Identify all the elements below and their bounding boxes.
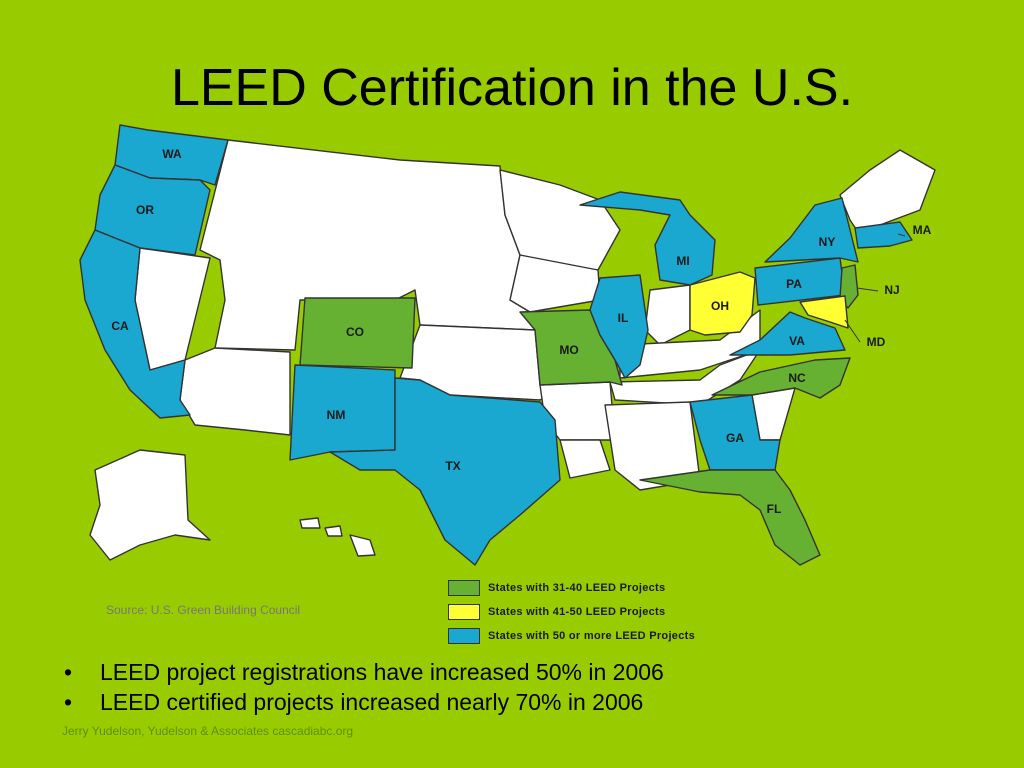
state-nc xyxy=(711,357,851,399)
label-va: VA xyxy=(789,334,805,348)
label-wa: WA xyxy=(162,147,182,161)
label-co: CO xyxy=(346,325,364,339)
legend-label: States with 31-40 LEED Projects xyxy=(488,582,666,594)
label-nc: NC xyxy=(788,371,806,385)
state-ca xyxy=(79,229,191,419)
label-ca: CA xyxy=(111,319,129,333)
state-md xyxy=(799,295,849,329)
bullet-text: LEED project registrations have increase… xyxy=(100,658,664,685)
legend-label: States with 41-50 LEED Projects xyxy=(488,606,666,618)
state-labels: WA OR CA CO NM TX MO IL MI OH PA NY MA N… xyxy=(111,147,931,516)
legend: States with 31-40 LEED Projects States w… xyxy=(448,576,695,648)
state-va xyxy=(729,311,846,356)
bullet-marker: • xyxy=(64,658,73,685)
legend-swatch-41-50 xyxy=(448,604,480,620)
state-oh xyxy=(689,271,756,336)
label-oh: OH xyxy=(711,299,729,313)
bullet-text: LEED certified projects increased nearly… xyxy=(100,688,644,715)
label-mo: MO xyxy=(559,343,578,357)
state-fl xyxy=(639,469,821,566)
label-md: MD xyxy=(867,335,886,349)
label-or: OR xyxy=(136,203,154,217)
other-states xyxy=(134,139,936,491)
label-fl: FL xyxy=(767,502,782,516)
state-ny xyxy=(764,197,859,263)
state-ma xyxy=(854,221,913,249)
us-map: WA OR CA CO NM TX MO IL MI OH PA NY MA N… xyxy=(79,124,936,566)
label-leader-lines xyxy=(844,233,906,343)
label-mi: MI xyxy=(676,254,689,268)
source-note: Source: U.S. Green Building Council xyxy=(106,603,301,617)
label-il: IL xyxy=(618,311,629,325)
state-il xyxy=(589,274,649,379)
slide-title: LEED Certification in the U.S. xyxy=(170,59,854,117)
state-co xyxy=(299,297,416,369)
bullet-marker: • xyxy=(64,688,73,715)
bullet-list: • LEED project registrations have increa… xyxy=(64,657,664,717)
state-tx xyxy=(329,377,561,566)
state-ak xyxy=(89,449,211,561)
label-nm: NM xyxy=(327,408,346,422)
legend-swatch-50-plus xyxy=(448,628,480,644)
state-or xyxy=(94,164,211,256)
legend-swatch-31-40 xyxy=(448,580,480,596)
bullet-item: • LEED project registrations have increa… xyxy=(64,657,664,687)
state-mi xyxy=(579,191,716,286)
footer-credit: Jerry Yudelson, Yudelson & Associates ca… xyxy=(62,724,354,738)
label-nj: NJ xyxy=(884,283,899,297)
label-ny: NY xyxy=(819,235,836,249)
label-ga: GA xyxy=(726,431,744,445)
label-pa: PA xyxy=(786,277,802,291)
label-tx: TX xyxy=(445,459,460,473)
legend-item: States with 41-50 LEED Projects xyxy=(448,600,695,624)
bullet-item: • LEED certified projects increased near… xyxy=(64,687,664,717)
legend-item: States with 31-40 LEED Projects xyxy=(448,576,695,600)
state-ga xyxy=(689,394,781,471)
legend-item: States with 50 or more LEED Projects xyxy=(448,624,695,648)
state-hi xyxy=(299,517,376,557)
label-ma: MA xyxy=(913,223,932,237)
legend-label: States with 50 or more LEED Projects xyxy=(488,630,696,642)
